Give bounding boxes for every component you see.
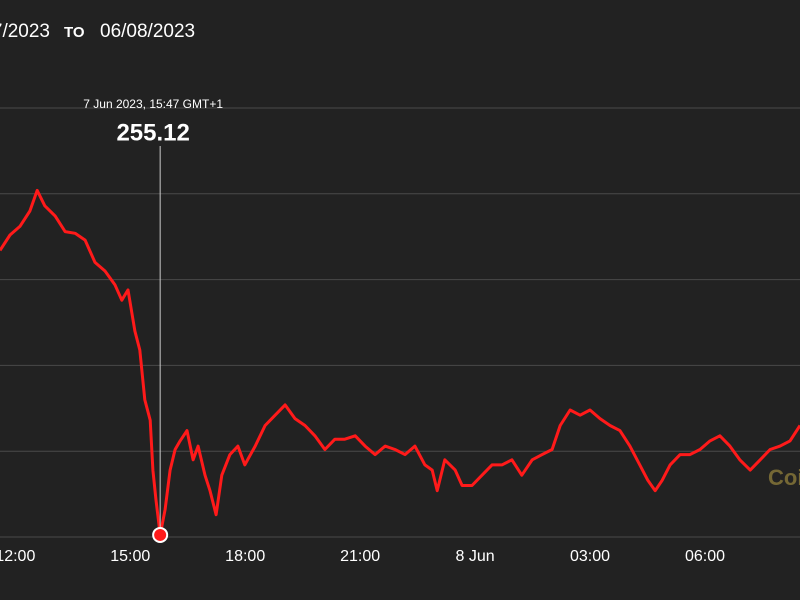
- price-line: [0, 188, 800, 537]
- x-tick-label: 03:00: [570, 548, 610, 565]
- date-to: 06/08/2023: [100, 21, 195, 42]
- watermark: CoinDesk: [768, 465, 800, 490]
- x-tick-label: 06:00: [685, 548, 725, 565]
- x-tick-label: 21:00: [340, 548, 380, 565]
- tooltip-value: 255.12: [116, 119, 189, 146]
- date-from: 06/07/2023: [0, 21, 50, 42]
- date-separator: TO: [64, 24, 85, 41]
- tooltip-marker: [152, 526, 169, 543]
- x-tick-label: 18:00: [225, 548, 265, 565]
- tooltip-date: 7 Jun 2023, 15:47 GMT+1: [83, 97, 223, 111]
- x-tick-label: 8 Jun: [456, 548, 495, 565]
- x-tick-label: 15:00: [110, 548, 150, 565]
- x-tick-label: 12:00: [0, 548, 35, 565]
